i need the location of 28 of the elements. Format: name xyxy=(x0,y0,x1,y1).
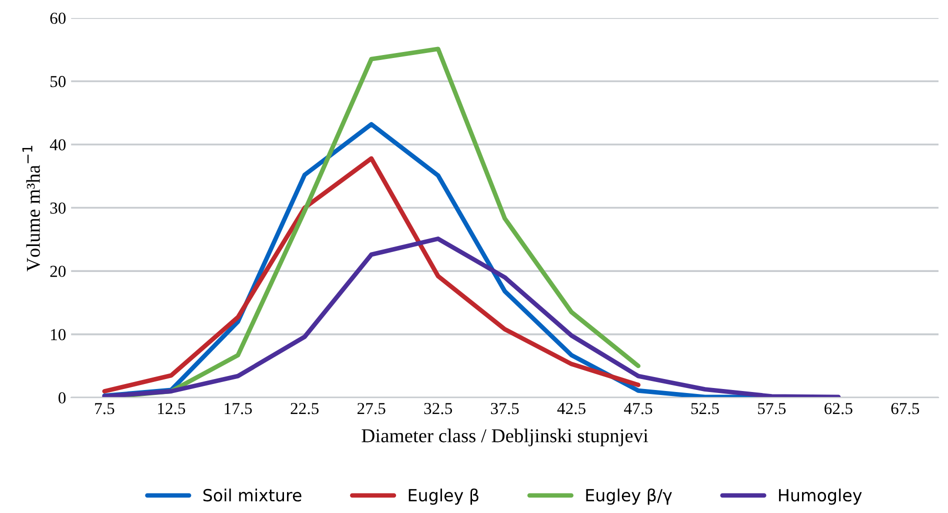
legend-label: Eugley β xyxy=(408,488,478,505)
x-tick-label: 62.5 xyxy=(824,402,852,414)
y-tick-label: 50 xyxy=(50,76,66,88)
line-series xyxy=(102,156,640,394)
x-tick-label: 47.5 xyxy=(624,403,652,414)
line-series xyxy=(102,236,841,398)
x-axis-title: Diameter class / Debljinski stupnjevi xyxy=(362,428,648,446)
x-tick-label: 7.5 xyxy=(95,403,114,414)
x-tick-label: 42.5 xyxy=(557,402,586,414)
x-tick-label: 27.5 xyxy=(358,402,386,414)
legend-label: Humogley xyxy=(779,488,862,505)
x-tick-label: 37.5 xyxy=(491,402,519,414)
y-tick-label: 40 xyxy=(50,139,66,150)
x-tick-label: 57.5 xyxy=(758,403,786,414)
legend-label: Soil mixture xyxy=(203,488,302,502)
y-tick-label: 20 xyxy=(50,266,66,277)
x-tick-label: 12.5 xyxy=(158,402,186,414)
x-tick-label: 17.5 xyxy=(224,403,252,414)
x-tick-label: 22.5 xyxy=(290,402,319,414)
legend-label: Eugley β/γ xyxy=(586,488,672,505)
y-tick-label: 10 xyxy=(51,329,66,340)
x-tick-label: 32.5 xyxy=(424,402,452,414)
x-tick-label: 67.5 xyxy=(891,402,920,414)
y-axis-title: Volume m³ha$^{−1}$ xyxy=(22,146,40,272)
y-tick-label: 60 xyxy=(50,12,66,24)
y-tick-label: 0 xyxy=(58,392,66,404)
x-tick-label: 52.5 xyxy=(691,402,719,414)
y-tick-label: 30 xyxy=(50,202,66,214)
